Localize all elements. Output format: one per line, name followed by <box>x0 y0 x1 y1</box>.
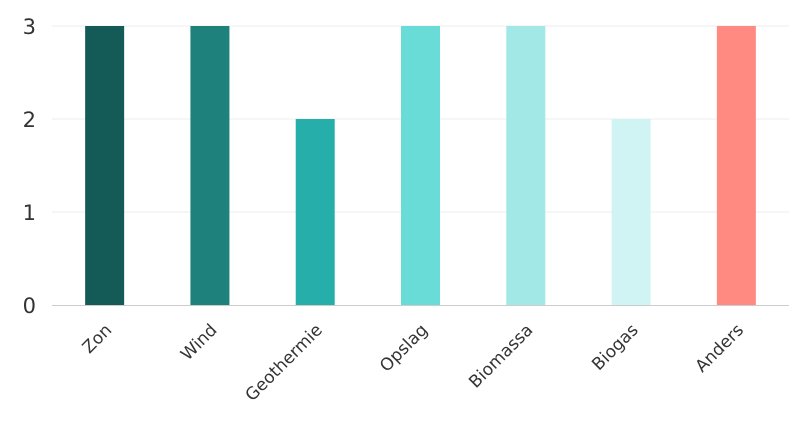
y-tick-label: 1 <box>23 201 36 225</box>
x-tick-label: Zon <box>79 320 116 357</box>
bar <box>85 26 125 305</box>
x-tick-label: Wind <box>177 320 221 364</box>
x-tick-label: Geothermie <box>242 320 327 405</box>
bar <box>611 119 651 305</box>
x-tick-label: Anders <box>692 320 748 376</box>
x-tick-label: Biomassa <box>465 320 537 392</box>
bar <box>401 26 440 305</box>
y-axis-ticks: 0 1 2 3 <box>23 15 36 318</box>
y-tick-label: 2 <box>23 108 36 132</box>
x-tick-label: Biogas <box>588 320 642 374</box>
x-axis-labels: Zon Wind Geothermie Opslag Biomassa Biogas And… <box>79 320 748 405</box>
x-tick-label: Opslag <box>376 320 432 376</box>
bar <box>506 26 546 305</box>
y-tick-label: 0 <box>23 294 36 318</box>
bar <box>295 119 335 305</box>
bar <box>190 26 230 305</box>
bar <box>716 26 756 305</box>
bars <box>85 26 756 305</box>
y-tick-label: 3 <box>23 15 36 39</box>
